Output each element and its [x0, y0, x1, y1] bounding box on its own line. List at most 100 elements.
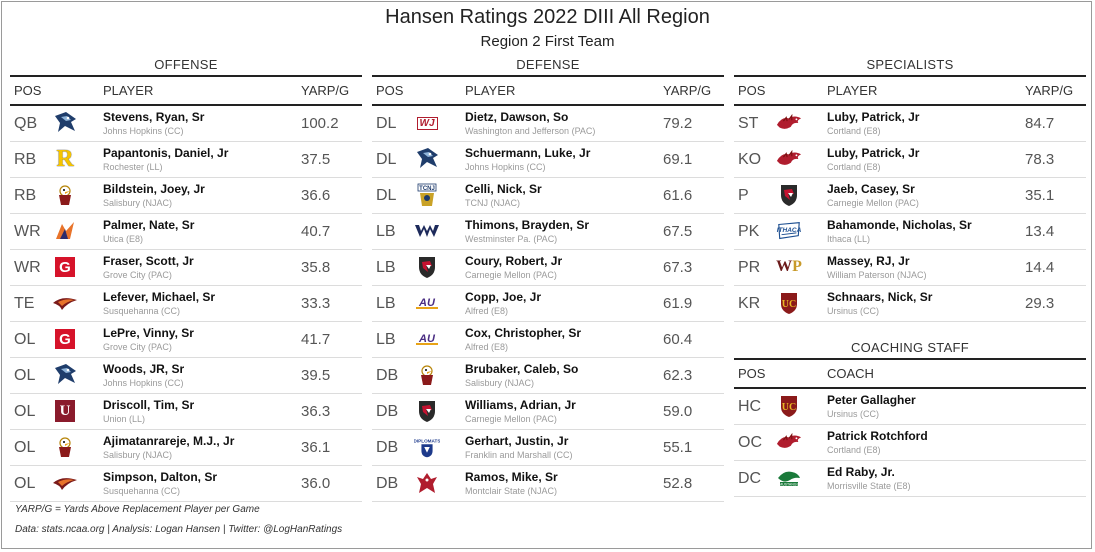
- yarp-value: 78.3: [1025, 151, 1055, 168]
- table-row: LB AU Cox, Christopher, Sr Alfred (E8) 60.4: [372, 322, 724, 358]
- player-name: Luby, Patrick, Jr: [827, 110, 920, 124]
- yarp-value: 40.7: [301, 223, 331, 240]
- page-title: Hansen Ratings 2022 DIII All Region: [385, 6, 710, 28]
- player-name: Schnaars, Nick, Sr: [827, 290, 933, 304]
- offense-panel: OFFENSE POS PLAYER YARP/G QB Stevens, Rya…: [10, 55, 362, 502]
- svg-text:UC: UC: [782, 299, 796, 310]
- ithaca-logo-icon: ITHACA: [776, 218, 802, 244]
- svg-text:AU: AU: [418, 297, 436, 309]
- school-name: Ursinus (CC): [827, 409, 880, 419]
- pos-header: POS: [14, 83, 42, 98]
- yarp-value: 67.3: [663, 259, 693, 276]
- defense-panel: DEFENSE POS PLAYER YARP/G DL WJ Dietz, Daw…: [372, 55, 724, 502]
- school-name: Alfred (E8): [465, 342, 509, 352]
- player-name: Fraser, Scott, Jr: [103, 254, 194, 268]
- morrisville-mustang-icon: MUSTANGS: [776, 465, 802, 491]
- school-name: Johns Hopkins (CC): [103, 126, 184, 136]
- table-row: LB Thimons, Brayden, Sr Westminster Pa. (P…: [372, 214, 724, 250]
- position-cell: PK: [738, 223, 760, 240]
- salisbury-seagull-icon: [414, 362, 440, 388]
- player-name: Copp, Joe, Jr: [465, 290, 542, 304]
- yarp-value: 52.8: [663, 475, 693, 492]
- school-name: Salisbury (NJAC): [465, 378, 535, 388]
- source-credit: Data: stats.ncaa.org | Analysis: Logan H…: [15, 524, 343, 535]
- yarp-value: 84.7: [1025, 115, 1055, 132]
- school-name: Franklin and Marshall (CC): [465, 450, 573, 460]
- player-name: Bahamonde, Nicholas, Sr: [827, 218, 972, 232]
- player-name: Ajimatanrareje, M.J., Jr: [103, 434, 235, 448]
- position-cell: PR: [738, 259, 761, 276]
- coaching-title: COACHING STAFF: [850, 340, 970, 355]
- yarp-header: YARP/G: [301, 83, 350, 98]
- tcnj-lion-icon: TCNJ: [414, 182, 440, 208]
- table-row: WR G Fraser, Scott, Jr Grove City (PAC) 35.8: [10, 250, 362, 286]
- svg-text:UC: UC: [782, 402, 796, 413]
- school-name: Ursinus (CC): [827, 306, 880, 316]
- player-name: Stevens, Ryan, Sr: [103, 110, 205, 124]
- wj-logo-icon: WJ: [414, 110, 440, 136]
- salisbury-seagull-icon: [52, 182, 78, 208]
- table-row: LB Coury, Robert, Jr Carnegie Mellon (PAC)…: [372, 250, 724, 286]
- school-name: Ithaca (LL): [827, 234, 871, 244]
- yarp-value: 36.3: [301, 403, 331, 420]
- position-cell: OL: [14, 439, 36, 456]
- table-row: WR Palmer, Nate, Sr Utica (E8) 40.7: [10, 214, 362, 250]
- school-name: Cortland (E8): [827, 126, 881, 136]
- player-name: Coury, Robert, Jr: [465, 254, 563, 268]
- specialists-header: POS PLAYER YARP/G: [734, 75, 1086, 106]
- jhu-bluejay-icon: [52, 362, 78, 388]
- player-name: Cox, Christopher, Sr: [465, 326, 582, 340]
- school-name: Susquehanna (CC): [103, 306, 181, 316]
- school-name: Johns Hopkins (CC): [465, 162, 546, 172]
- player-name: Brubaker, Caleb, So: [465, 362, 579, 376]
- player-name: Papantonis, Daniel, Jr: [103, 146, 229, 160]
- defense-header: POS PLAYER YARP/G: [372, 75, 724, 106]
- yarp-value: 36.6: [301, 187, 331, 204]
- position-cell: LB: [376, 295, 396, 312]
- player-name: Williams, Adrian, Jr: [465, 398, 576, 412]
- position-cell: RB: [14, 187, 37, 204]
- union-u-icon: U: [52, 398, 78, 424]
- table-row: RB Bildstein, Joey, Jr Salisbury (NJAC) 36.…: [10, 178, 362, 214]
- position-cell: DB: [376, 439, 399, 456]
- table-row: OL U Driscoll, Tim, Sr Union (LL) 36.3: [10, 394, 362, 430]
- table-row: DL TCNJ Celli, Nick, Sr TCNJ (NJAC) 61.6: [372, 178, 724, 214]
- table-row: ST Luby, Patrick, Jr Cortland (E8) 84.7: [734, 106, 1086, 142]
- pos-header: POS: [738, 83, 766, 98]
- alfred-au-icon: AU: [414, 326, 440, 352]
- yarp-value: 29.3: [1025, 295, 1055, 312]
- yarp-value: 61.9: [663, 295, 693, 312]
- school-name: Union (LL): [103, 414, 146, 424]
- school-name: Johns Hopkins (CC): [103, 378, 184, 388]
- position-cell: RB: [14, 151, 37, 168]
- yarp-value: 35.1: [1025, 187, 1055, 204]
- position-cell: QB: [14, 115, 38, 132]
- montclair-hawk-icon: [414, 470, 440, 496]
- ursinus-uc-icon: UC: [776, 290, 802, 316]
- pos-header: POS: [376, 83, 404, 98]
- player-name: Ed Raby, Jr.: [827, 465, 895, 479]
- grove-city-g-icon: G: [52, 326, 78, 352]
- westminster-w-icon: [414, 218, 440, 244]
- offense-title: OFFENSE: [154, 57, 218, 72]
- cmu-shield-icon: [414, 254, 440, 280]
- table-row: DB Brubaker, Caleb, So Salisbury (NJAC) 62.…: [372, 358, 724, 394]
- coaching-header: POS COACH: [734, 358, 1086, 389]
- coach-header: COACH: [827, 366, 874, 381]
- player-name: Ramos, Mike, Sr: [465, 470, 558, 484]
- player-header: PLAYER: [465, 83, 516, 98]
- school-name: Grove City (PAC): [103, 342, 172, 352]
- position-cell: KO: [738, 151, 762, 168]
- table-row: LB AU Copp, Joe, Jr Alfred (E8) 61.9: [372, 286, 724, 322]
- table-row: DB Ramos, Mike, Sr Montclair State (NJAC) 5…: [372, 466, 724, 502]
- alfred-au-icon: AU: [414, 290, 440, 316]
- player-name: Simpson, Dalton, Sr: [103, 470, 218, 484]
- wp-logo-icon: WP: [776, 258, 802, 275]
- position-cell: DL: [376, 115, 397, 132]
- yarp-definition: YARP/G = Yards Above Replacement Player …: [15, 504, 260, 515]
- specialists-panel: SPECIALISTS POS PLAYER YARP/G ST Luby, Pa…: [734, 55, 1086, 322]
- susquehanna-hawk-icon: [52, 290, 78, 316]
- position-cell: OL: [14, 331, 36, 348]
- rochester-r-icon: R: [56, 145, 74, 172]
- yarp-value: 67.5: [663, 223, 693, 240]
